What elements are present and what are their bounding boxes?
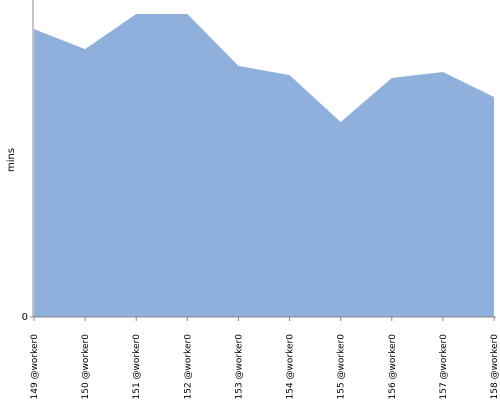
x-tick-label: #151 @worker0	[132, 334, 142, 400]
x-tick-label: #156 @worker0	[388, 334, 398, 400]
x-tick-label: #154 @worker0	[286, 334, 296, 400]
x-tick-label: #152 @worker0	[183, 334, 193, 400]
x-tick-label: #150 @worker0	[81, 334, 91, 400]
y-tick-label: 0	[22, 312, 28, 323]
y-axis-label: mins	[6, 148, 17, 172]
x-tick-label: #153 @worker0	[234, 334, 244, 400]
x-tick-label: #157 @worker0	[439, 334, 449, 400]
x-tick-label: #155 @worker0	[337, 334, 347, 400]
x-tick-label: #158 @worker0	[490, 334, 500, 400]
area	[34, 13, 494, 318]
x-tick-label: #149 @worker0	[30, 334, 40, 400]
